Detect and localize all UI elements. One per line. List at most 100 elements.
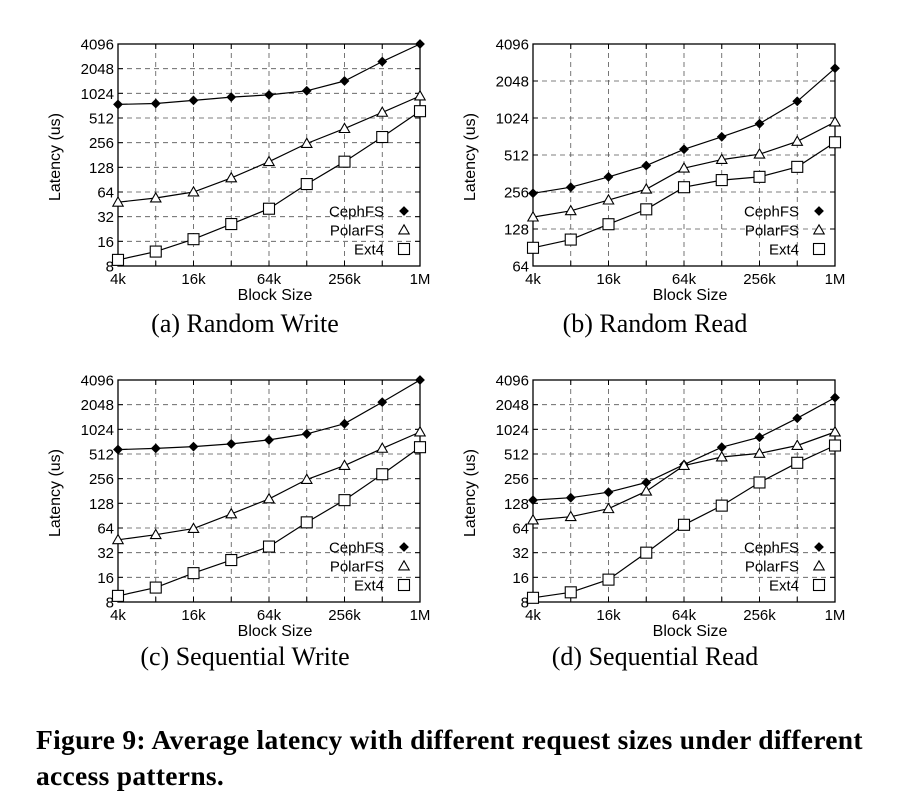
data-point-polarfs xyxy=(791,135,804,146)
x-axis-label: Block Size xyxy=(653,623,728,640)
y-tick-label: 512 xyxy=(504,148,529,165)
data-point-polarfs xyxy=(828,115,842,127)
y-tick-label: 256 xyxy=(89,471,114,488)
data-point-cephfs xyxy=(528,188,538,199)
data-point-cephfs xyxy=(301,429,312,439)
x-tick-label: 1M xyxy=(825,271,846,288)
data-point-cephfs xyxy=(301,85,312,96)
data-point-ext4 xyxy=(262,540,276,553)
y-tick-label: 2048 xyxy=(496,397,529,414)
data-point-cephfs xyxy=(792,96,803,107)
data-point-ext4 xyxy=(791,160,804,173)
data-point-cephfs xyxy=(603,487,614,498)
data-point-polarfs xyxy=(753,147,766,159)
data-point-cephfs xyxy=(113,444,123,455)
data-point-cephfs xyxy=(226,92,237,103)
y-tick-label: 2048 xyxy=(81,397,114,414)
y-tick-label: 64 xyxy=(97,185,114,202)
data-point-polarfs xyxy=(111,533,125,545)
data-point-polarfs xyxy=(262,492,276,504)
data-point-polarfs xyxy=(149,528,162,540)
chart-panel-3: 8 16 32 64 128 256 512 1024 2048 4096 4k 16k 64k 256k… xyxy=(47,373,430,672)
y-tick-label: 256 xyxy=(89,135,114,152)
y-tick-label: 512 xyxy=(504,447,529,464)
data-point-polarfs xyxy=(413,425,427,437)
data-point-polarfs xyxy=(715,153,728,165)
y-tick-label: 1024 xyxy=(81,422,114,439)
legend-label: PolarFS xyxy=(330,559,384,576)
data-point-cephfs xyxy=(716,131,727,142)
data-point-ext4 xyxy=(413,105,427,118)
legend-marker-ext4 xyxy=(812,578,826,592)
y-tick-label: 8 xyxy=(106,595,114,612)
legend: CephFS PolarFS Ext4 xyxy=(744,540,826,595)
x-tick-label: 16k xyxy=(596,271,621,288)
legend-marker-cephfs xyxy=(399,206,409,216)
data-point-polarfs xyxy=(187,185,200,197)
data-point-cephfs xyxy=(830,63,840,74)
data-point-ext4 xyxy=(225,554,238,567)
data-point-cephfs xyxy=(415,39,425,49)
legend-marker-ext4 xyxy=(812,242,826,256)
data-point-ext4 xyxy=(715,499,728,512)
legend-label: CephFS xyxy=(744,540,799,557)
data-point-polarfs xyxy=(262,155,276,167)
data-point-polarfs xyxy=(677,459,691,471)
legend-marker-cephfs xyxy=(814,206,824,216)
data-point-polarfs xyxy=(111,195,125,207)
y-tick-label: 64 xyxy=(512,521,529,538)
y-tick-label: 32 xyxy=(97,545,114,562)
data-point-ext4 xyxy=(225,218,238,231)
data-point-polarfs xyxy=(187,522,200,534)
data-point-cephfs xyxy=(641,160,652,171)
data-point-polarfs xyxy=(677,161,691,173)
data-point-cephfs xyxy=(113,99,123,110)
data-point-polarfs xyxy=(300,137,313,148)
x-axis-label: Block Size xyxy=(653,287,728,304)
data-point-cephfs xyxy=(264,89,274,100)
data-point-polarfs xyxy=(526,210,540,222)
data-point-ext4 xyxy=(526,241,540,254)
data-point-ext4 xyxy=(300,178,313,191)
data-point-ext4 xyxy=(753,476,766,489)
legend-marker-cephfs xyxy=(814,542,824,552)
legend-label: CephFS xyxy=(329,540,384,557)
x-tick-label: 4k xyxy=(110,607,126,624)
data-point-polarfs xyxy=(376,106,389,117)
data-point-ext4 xyxy=(640,203,653,216)
data-point-cephfs xyxy=(377,56,388,67)
data-point-ext4 xyxy=(753,170,766,183)
x-tick-label: 256k xyxy=(743,607,776,624)
y-tick-label: 1024 xyxy=(81,86,114,103)
data-point-polarfs xyxy=(300,473,313,484)
data-point-ext4 xyxy=(376,468,389,481)
y-axis-label: Latency (us) xyxy=(47,113,64,201)
chart-subtitle: (a) Random Write xyxy=(151,309,339,338)
data-point-cephfs xyxy=(754,118,765,129)
data-point-cephfs xyxy=(264,435,274,445)
data-point-ext4 xyxy=(677,518,691,531)
data-point-cephfs xyxy=(226,438,237,449)
legend: CephFS PolarFS Ext4 xyxy=(329,204,411,259)
data-point-polarfs xyxy=(602,193,615,205)
data-point-ext4 xyxy=(413,441,427,454)
y-tick-label: 16 xyxy=(97,234,114,251)
data-point-cephfs xyxy=(716,442,727,453)
y-tick-label: 64 xyxy=(97,521,114,538)
data-point-ext4 xyxy=(677,181,691,194)
data-point-cephfs xyxy=(679,144,689,155)
y-tick-label: 16 xyxy=(97,570,114,587)
x-axis-label: Block Size xyxy=(238,287,313,304)
y-tick-label: 128 xyxy=(504,222,529,239)
data-point-ext4 xyxy=(602,573,615,586)
legend-marker-ext4 xyxy=(397,242,411,256)
y-axis-label: Latency (us) xyxy=(462,113,479,201)
data-point-polarfs xyxy=(413,89,427,101)
data-point-ext4 xyxy=(791,456,804,469)
y-tick-label: 8 xyxy=(106,259,114,276)
chart-panel-1: 8 16 32 64 128 256 512 1024 2048 4096 4k 16k 64k 256k… xyxy=(47,37,430,339)
y-tick-label: 2048 xyxy=(81,61,114,78)
data-point-polarfs xyxy=(338,122,351,134)
y-tick-label: 128 xyxy=(89,496,114,513)
